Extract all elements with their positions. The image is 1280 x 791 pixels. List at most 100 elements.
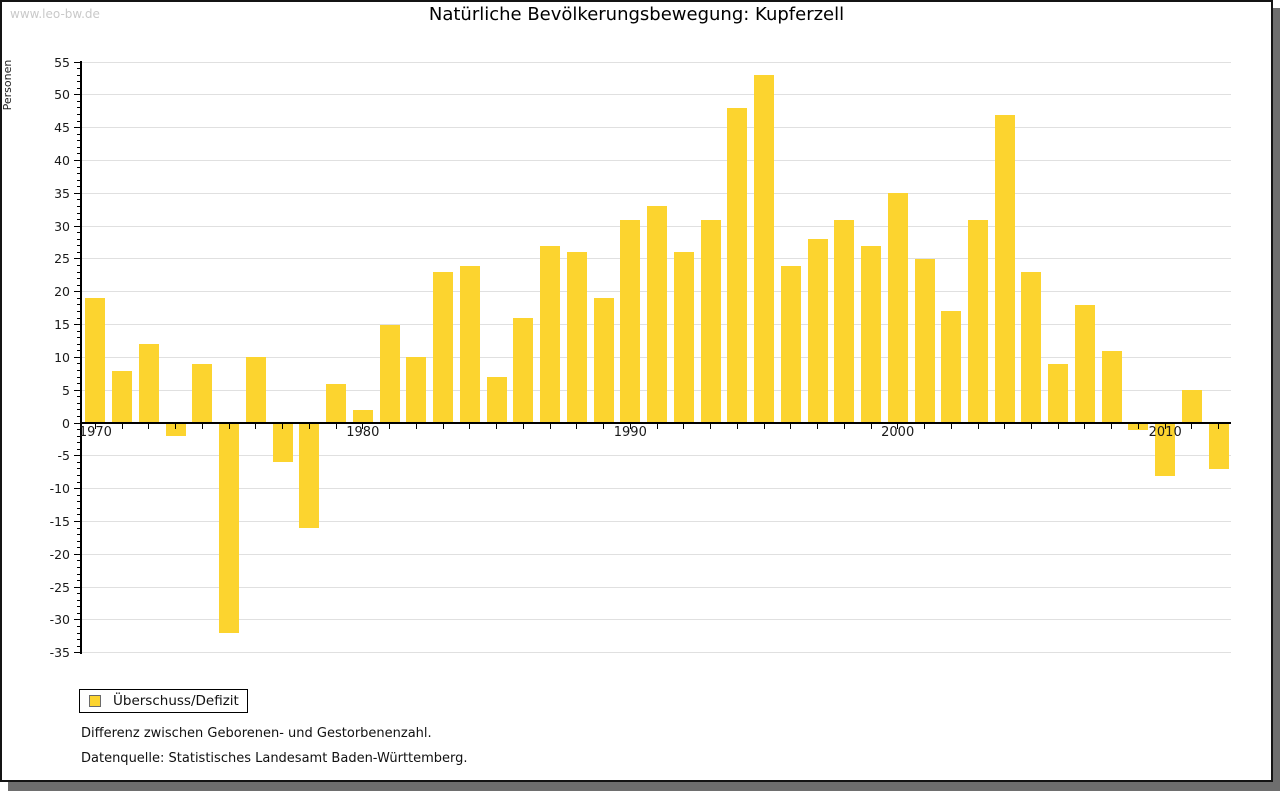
y-tick-major [74,455,80,457]
bar-2004 [994,114,1015,423]
y-tick-minor [77,205,80,207]
gridline [82,455,1231,457]
watermark: www.leo-bw.de [10,7,100,21]
y-tick-minor [77,547,80,549]
y-tick-minor [77,383,80,385]
y-tick-minor [77,304,80,306]
y-tick-major [74,61,80,63]
y-axis-line [80,61,82,654]
legend-label: Überschuss/Defizit [113,693,239,709]
y-tick-label: -10 [49,481,70,497]
y-tick-minor [77,265,80,266]
bar-2011 [1181,390,1202,423]
y-tick-minor [77,396,80,398]
x-tick [362,424,364,429]
y-tick-minor [77,146,80,148]
x-tick-label: 1970 [78,425,112,440]
bar-1997 [807,239,828,423]
y-tick-minor [77,376,80,378]
x-tick [736,424,738,429]
y-tick-minor [77,593,80,595]
y-tick-label: 20 [54,284,70,300]
y-tick-major [74,192,80,194]
gridline [82,521,1231,522]
x-tick-label: 2010 [1148,425,1182,440]
y-tick-label: -20 [49,546,70,562]
y-tick-minor [77,468,80,470]
y-tick-minor [77,527,80,529]
y-tick-label: 40 [54,153,70,168]
bar-1979 [326,383,347,423]
y-tick-minor [77,100,80,102]
bar-1989 [593,298,614,423]
bar-1991 [647,206,667,423]
x-tick-label: 2000 [881,425,915,440]
bar-1977 [272,423,293,463]
y-tick-minor [77,448,80,450]
y-tick-minor [77,580,80,581]
y-tick-minor [77,645,80,647]
y-tick-minor [77,599,80,601]
y-tick-minor [77,251,80,253]
y-tick-minor [77,245,80,247]
y-tick-major [74,586,80,588]
x-tick [790,424,792,429]
x-tick [1137,424,1139,429]
x-tick [843,424,845,429]
y-tick-major [74,553,80,555]
y-tick-minor [77,120,80,122]
y-tick-major [74,258,80,260]
y-tick-minor [77,179,80,181]
bar-1972 [138,344,159,423]
footnote-definition: Differenz zwischen Geborenen- und Gestor… [81,726,432,741]
y-tick-minor [77,278,80,280]
y-tick-minor [77,173,80,175]
y-tick-minor [77,310,80,312]
gridline [82,61,1231,63]
bar-1995 [754,75,774,423]
x-tick [870,424,872,429]
y-tick-major [74,160,80,161]
bar-1980 [352,409,373,423]
y-tick-minor [77,186,80,188]
x-tick [1164,424,1166,429]
y-tick-minor [77,501,80,503]
y-tick-label: -30 [49,612,70,628]
bar-1971 [112,370,133,423]
gridline [82,160,1231,161]
y-tick-minor [77,284,80,286]
x-tick [389,424,391,429]
y-tick-label: -35 [49,645,70,661]
bar-1982 [406,357,427,423]
x-tick [1057,424,1059,429]
y-tick-minor [77,612,80,614]
x-tick [1030,424,1032,429]
y-tick-minor [77,114,80,115]
x-tick [924,424,925,429]
gridline [82,94,1231,96]
y-tick-minor [77,566,80,568]
x-tick [656,424,658,429]
y-tick-label: 10 [54,349,70,365]
bar-1998 [834,219,855,423]
bar-2012 [1208,423,1229,469]
bar-1999 [861,245,881,423]
bar-1981 [379,324,400,423]
y-tick-minor [77,68,80,70]
bar-1996 [780,265,801,423]
y-tick-major [74,488,80,490]
y-tick-minor [77,199,80,201]
y-tick-minor [77,337,80,339]
y-tick-minor [77,435,80,437]
y-tick-minor [77,442,80,444]
y-tick-label: 5 [62,382,70,398]
y-tick-major [74,521,80,522]
y-tick-major [74,291,80,293]
y-tick-label: 15 [54,317,70,332]
y-tick-minor [77,370,80,371]
bar-2002 [941,311,962,423]
y-tick-label: 45 [54,120,70,136]
y-tick-label: 30 [54,218,70,234]
y-tick-minor [77,494,80,496]
y-tick-minor [77,271,80,273]
